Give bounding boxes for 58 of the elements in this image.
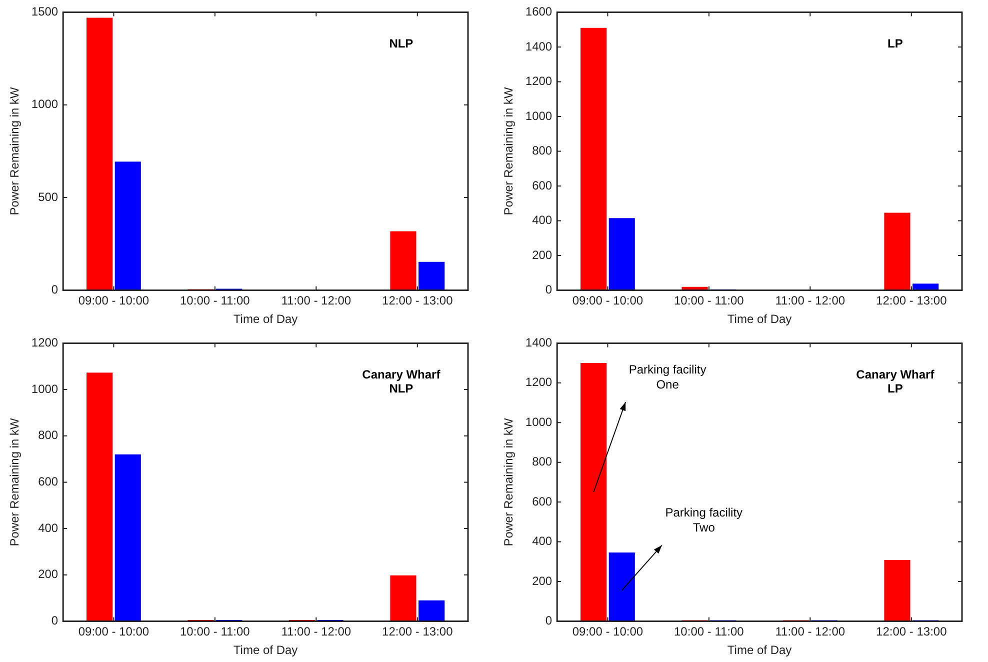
annotation: Parking facility Two <box>665 506 743 535</box>
x-axis-title: Time of Day <box>727 312 792 326</box>
y-tick-label: 1200 <box>525 375 552 390</box>
y-tick-label: 400 <box>532 213 552 228</box>
y-axis-title: Power Remaining in kW <box>8 418 22 546</box>
text: LP <box>888 36 903 51</box>
annotation: Parking facility One <box>628 362 706 392</box>
y-tick-label: 1600 <box>525 4 552 19</box>
y-tick-label: 200 <box>532 574 552 588</box>
x-tick-label: 11:00 - 12:00 <box>281 624 352 639</box>
y-tick-label: 0 <box>545 282 552 297</box>
x-tick-label: 10:00 - 11:00 <box>180 624 250 639</box>
x-tick-label: 11:00 - 12:00 <box>281 294 352 308</box>
x-tick-label: 09:00 - 10:00 <box>78 624 150 639</box>
y-tick-label: 0 <box>51 614 58 628</box>
x-axis-title: Time of Day <box>727 643 792 658</box>
y-tick-label: 600 <box>38 474 58 489</box>
y-tick-label: 200 <box>532 248 552 262</box>
x-tick-label: 12:00 - 13:00 <box>382 294 454 308</box>
y-tick-label: 1400 <box>525 39 552 54</box>
y-tick-label: 1200 <box>525 74 552 88</box>
x-tick-label: 09:00 - 10:00 <box>572 294 644 308</box>
x-tick-label: 10:00 - 11:00 <box>180 294 250 308</box>
text: NLP <box>389 36 414 51</box>
x-axis-title: Time of Day <box>233 312 298 326</box>
y-tick-label: 500 <box>38 190 58 204</box>
y-tick-label: 0 <box>545 614 552 628</box>
y-tick-label: 800 <box>38 428 58 442</box>
x-tick-label: 10:00 - 11:00 <box>674 294 744 308</box>
y-tick-label: 600 <box>532 494 552 508</box>
y-tick-label: 200 <box>38 567 58 582</box>
y-tick-label: 1000 <box>31 97 58 112</box>
y-tick-label: 400 <box>532 534 552 548</box>
y-tick-label: 1000 <box>525 108 552 123</box>
y-tick-label: 1000 <box>525 414 552 429</box>
y-axis-title: Power Remaining in kW <box>8 86 22 216</box>
x-axis-title: Time of Day <box>233 643 298 658</box>
y-tick-label: 1000 <box>31 382 58 396</box>
x-tick-label: 10:00 - 11:00 <box>674 624 744 639</box>
x-tick-label: 12:00 - 13:00 <box>876 294 948 308</box>
y-tick-label: 800 <box>532 144 552 158</box>
y-tick-label: 800 <box>532 454 552 469</box>
text: Canary Wharf NLP <box>362 368 442 396</box>
x-tick-label: 11:00 - 12:00 <box>775 624 846 639</box>
text: Canary Wharf LP <box>856 368 936 396</box>
x-tick-label: 12:00 - 13:00 <box>382 624 454 639</box>
x-tick-label: 09:00 - 10:00 <box>78 294 150 308</box>
x-tick-label: 12:00 - 13:00 <box>876 624 948 639</box>
y-axis-title: Power Remaining in kW <box>502 418 516 546</box>
x-tick-label: 09:00 - 10:00 <box>572 624 644 639</box>
y-tick-label: 400 <box>38 520 58 535</box>
y-axis-title: Power Remaining in kW <box>502 86 516 216</box>
y-tick-label: 1500 <box>31 4 58 19</box>
y-tick-label: 1200 <box>31 336 58 350</box>
y-tick-label: 1400 <box>525 336 552 350</box>
x-tick-label: 11:00 - 12:00 <box>775 294 846 308</box>
y-tick-label: 600 <box>532 178 552 192</box>
y-tick-label: 0 <box>51 282 58 297</box>
